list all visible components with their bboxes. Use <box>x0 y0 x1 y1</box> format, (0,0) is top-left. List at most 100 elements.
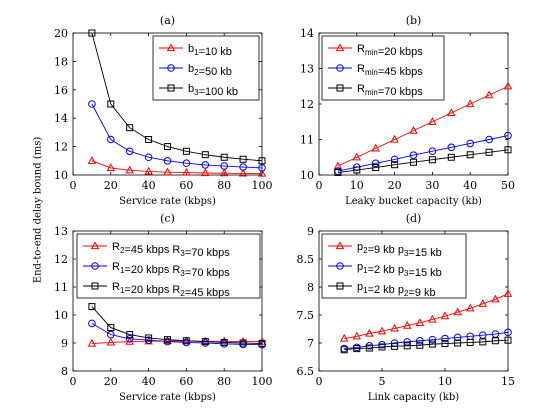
data-point <box>484 90 494 99</box>
data-point <box>466 151 474 159</box>
series-3 <box>334 146 512 177</box>
legend: p2=9 kb p3=15 kb p1=2 kb p3=15 kb p1=2 kb … <box>321 233 467 299</box>
data-point <box>125 336 134 345</box>
legend-swatch-marker <box>90 241 100 250</box>
data-point <box>479 338 487 346</box>
data-point <box>219 168 229 177</box>
data-point <box>447 108 456 116</box>
legend-item: b3=100 kb <box>159 83 238 98</box>
data-point <box>220 162 228 170</box>
data-point <box>239 163 247 171</box>
panel-title: (a) <box>160 14 175 27</box>
legend: b1=10 kb b2=50 kb b3=100 kb <box>152 35 260 101</box>
data-point <box>340 346 348 354</box>
data-point <box>465 99 475 108</box>
legend-label: b1=10 kb <box>188 43 232 58</box>
data-point <box>466 139 475 148</box>
y-tick-label: 18 <box>54 55 68 68</box>
data-point <box>339 333 349 342</box>
data-point <box>182 147 190 155</box>
y-tick-label: 13 <box>300 63 314 76</box>
data-point <box>163 157 172 165</box>
data-point <box>220 153 228 161</box>
data-point <box>201 168 210 177</box>
data-point <box>145 136 153 143</box>
x-axis-label: Link capacity (kb) <box>368 392 459 403</box>
data-point <box>87 156 97 164</box>
data-point <box>428 117 437 125</box>
y-tick-label: 10 <box>300 169 314 182</box>
data-point <box>416 341 424 349</box>
data-point <box>365 344 373 352</box>
data-point <box>409 125 418 134</box>
legend-label: p1=2 kb p2=9 kb <box>357 281 436 299</box>
x-tick-label: 40 <box>142 179 156 192</box>
x-tick-label: 100 <box>252 179 273 192</box>
data-point <box>454 339 462 347</box>
legend: R2=45 kbps R3=70 kbps R1=20 kbps R3=70 kb… <box>76 233 261 299</box>
data-point <box>182 337 190 345</box>
data-point <box>144 153 153 162</box>
y-tick-label: 7.5 <box>297 309 315 322</box>
y-tick-label: 12 <box>54 253 68 266</box>
y-tick-label: 13 <box>54 225 68 238</box>
x-tick-label: 60 <box>179 375 193 388</box>
y-tick-label: 12 <box>300 98 314 111</box>
x-tick-label: 15 <box>501 375 515 388</box>
data-point <box>428 156 436 164</box>
data-point <box>453 333 462 342</box>
legend-label: b2=50 kb <box>188 63 232 78</box>
x-axis-label: Leaky bucket capacity (kb) <box>345 196 482 207</box>
legend-item: Rmin=20 kbps <box>328 43 423 58</box>
y-tick-label: 6.5 <box>297 365 315 378</box>
legend-item: b2=50 kb <box>159 63 232 78</box>
data-point <box>441 340 449 348</box>
y-tick-label: 12 <box>54 141 68 154</box>
x-tick-label: 40 <box>142 375 156 388</box>
data-point <box>333 161 343 170</box>
data-point <box>125 147 134 156</box>
y-tick-label: 11 <box>300 134 314 147</box>
y-tick-label: 8 <box>61 365 68 378</box>
y-tick-label: 9 <box>61 337 68 350</box>
x-tick-label: 50 <box>501 179 515 192</box>
data-point <box>239 155 247 163</box>
data-point <box>416 336 424 345</box>
data-point <box>106 337 116 346</box>
y-tick-label: 11 <box>54 281 68 294</box>
legend-label: Rmin=45 kbps <box>357 63 423 78</box>
y-tick-label: 20 <box>54 27 68 40</box>
legend-swatch-marker <box>91 282 99 290</box>
legend-swatch-marker <box>336 84 344 92</box>
x-tick-label: 0 <box>70 375 77 388</box>
data-point <box>106 163 116 171</box>
panel-title: (d) <box>406 212 422 225</box>
data-point <box>88 303 96 311</box>
legend-item: R1=20 kbps R3=70 kbps <box>83 261 230 279</box>
data-point <box>465 303 475 312</box>
data-point <box>504 336 512 344</box>
data-point <box>182 167 191 176</box>
data-point <box>504 328 512 337</box>
data-point <box>201 151 209 159</box>
data-point <box>491 294 500 303</box>
x-tick-label: 10 <box>350 179 364 192</box>
data-point <box>334 169 342 177</box>
data-point <box>410 158 417 166</box>
data-point <box>220 338 228 346</box>
data-point <box>163 336 172 345</box>
data-point <box>352 331 362 340</box>
series-1 <box>339 289 513 342</box>
legend-item: p2=9 kb p3=15 kb <box>328 241 442 259</box>
data-point <box>258 164 266 172</box>
x-tick-label: 5 <box>379 375 386 388</box>
data-point <box>447 143 456 152</box>
legend-swatch-marker <box>167 84 175 92</box>
x-tick-label: 80 <box>217 375 231 388</box>
data-point <box>371 143 380 152</box>
legend-label: R2=45 kbps R3=70 kbps <box>112 241 230 259</box>
data-point <box>182 159 191 168</box>
